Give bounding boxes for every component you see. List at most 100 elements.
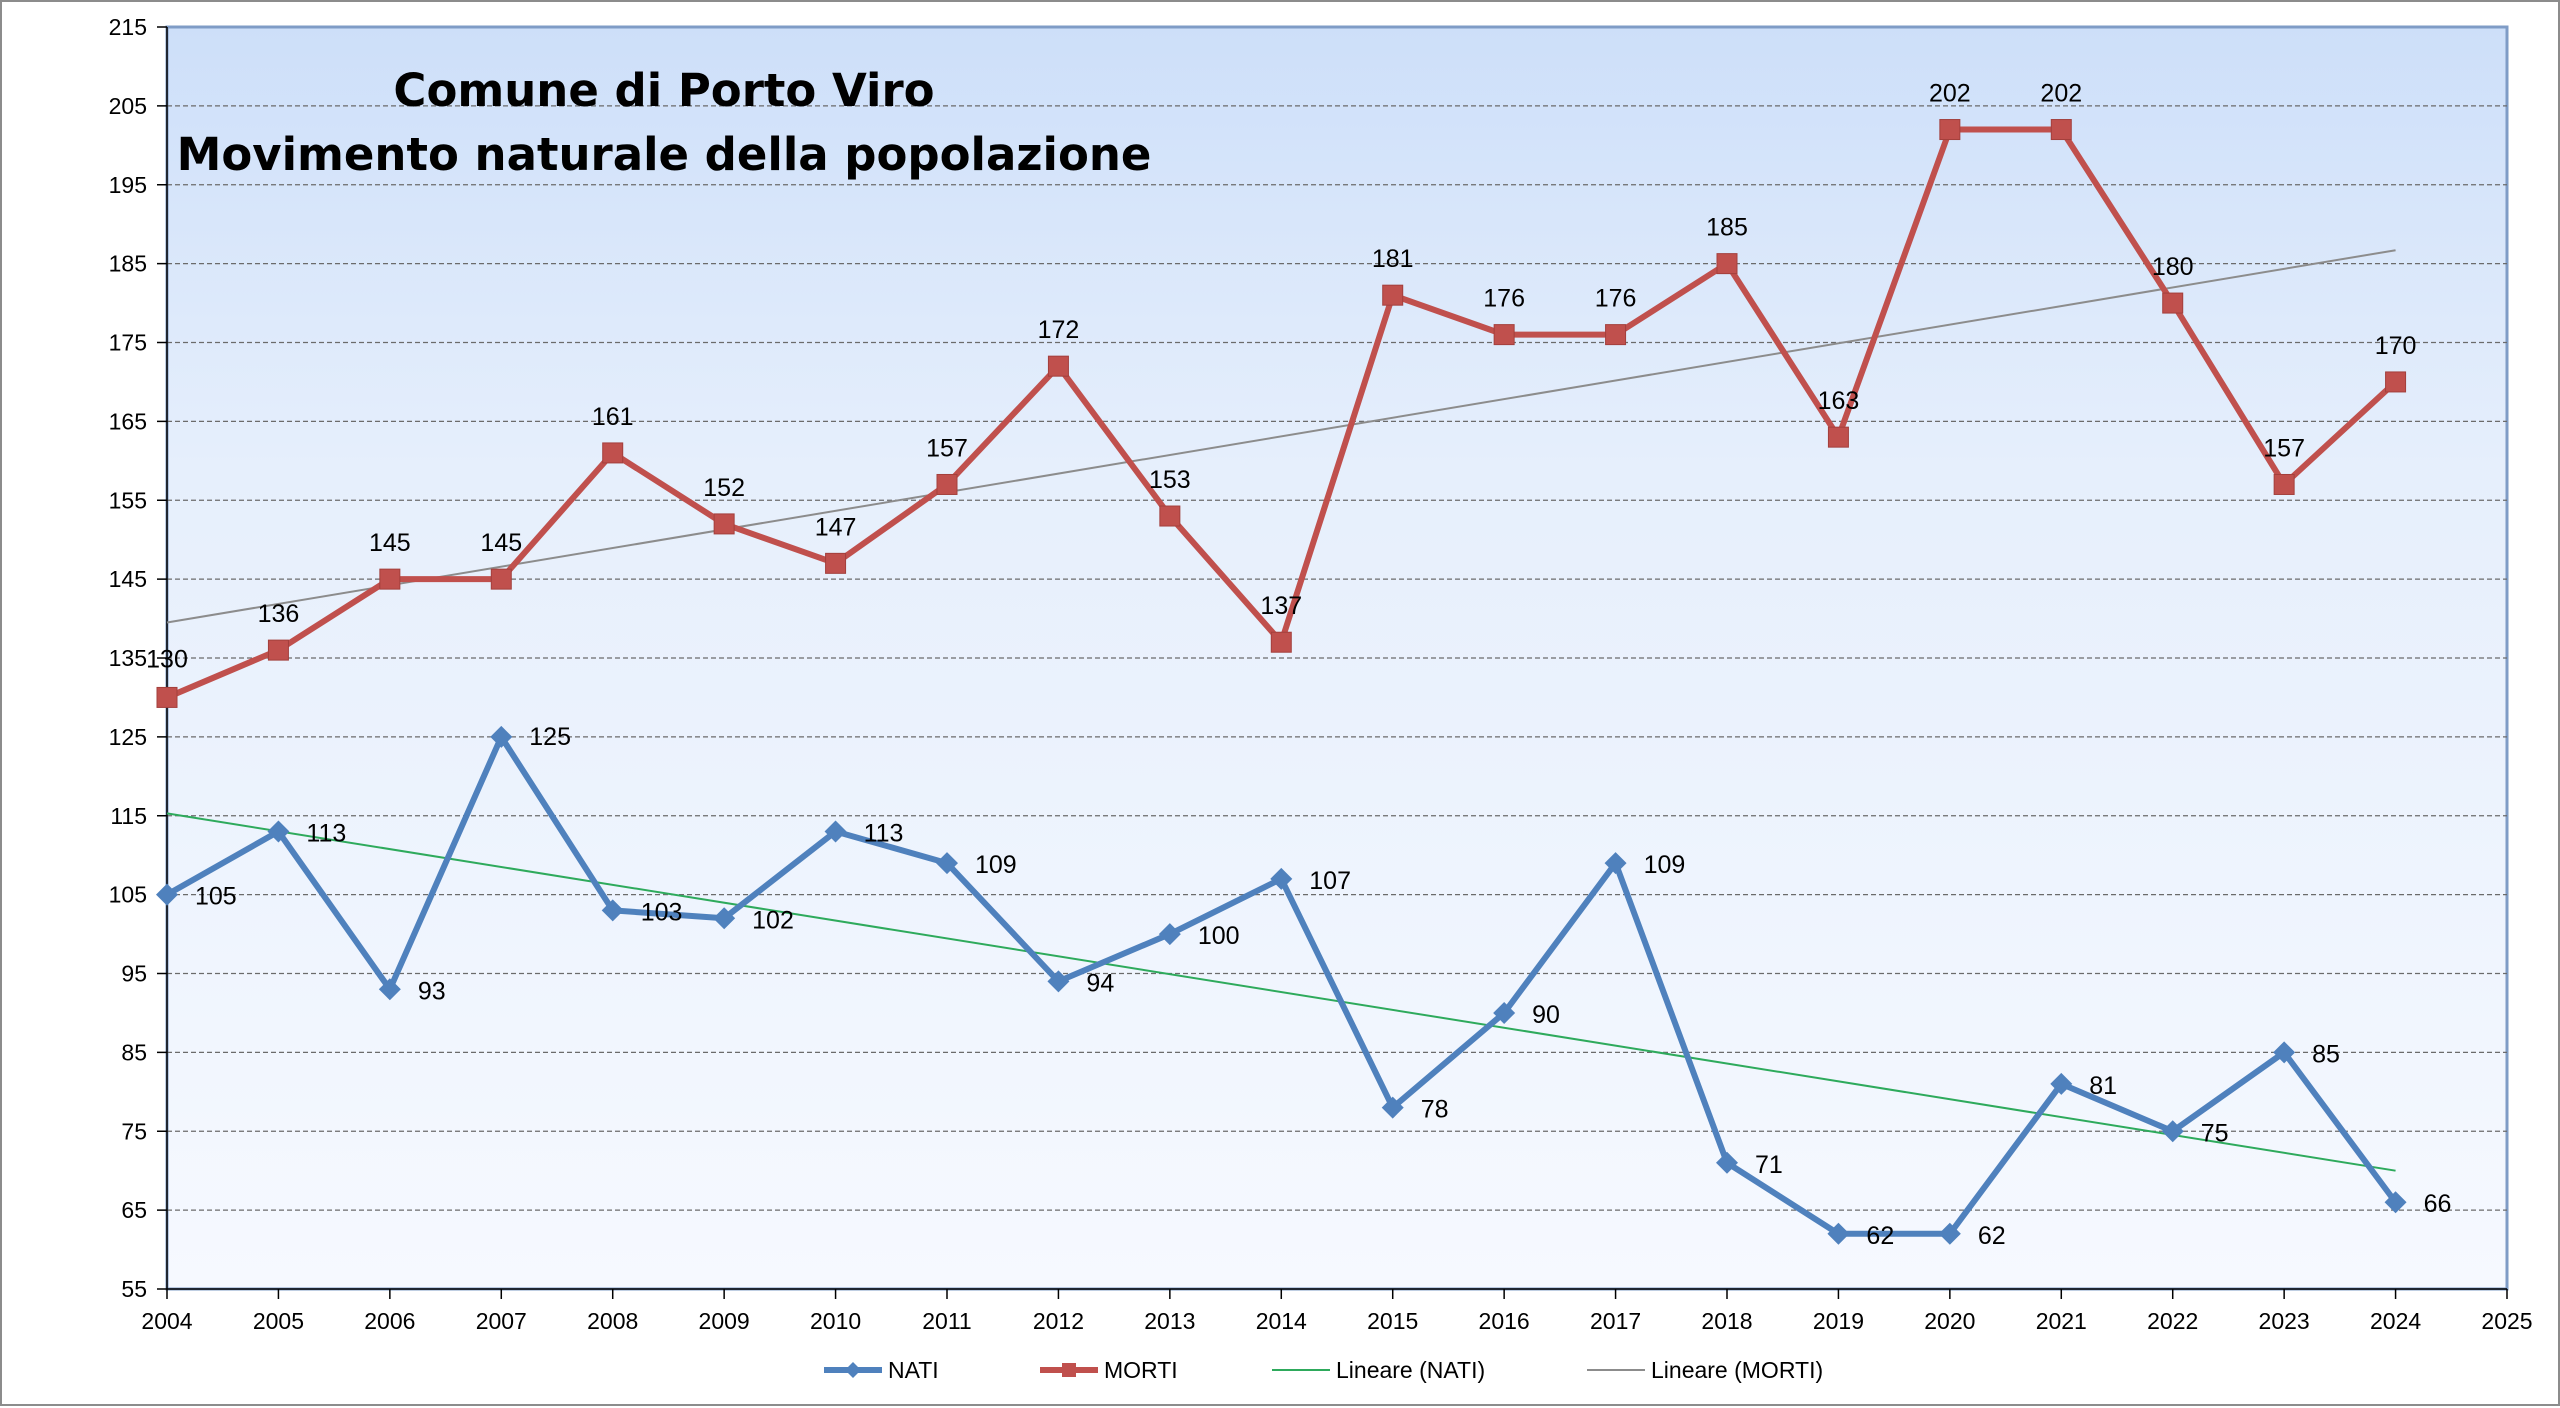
data-point-marker	[1716, 1151, 1738, 1174]
data-label: 75	[2201, 1119, 2229, 1147]
data-point-marker	[490, 568, 512, 590]
data-label: 157	[926, 434, 968, 462]
data-point-marker	[1604, 852, 1627, 875]
data-label: 176	[1595, 285, 1637, 313]
legend-label: MORTI	[1104, 1357, 1178, 1383]
data-label: 152	[703, 474, 745, 502]
data-point-marker	[267, 820, 290, 843]
data-label: 145	[369, 529, 411, 557]
legend-item: Lineare (MORTI)	[1587, 1357, 1823, 1383]
y-tick-label: 195	[109, 172, 147, 198]
y-tick-label: 65	[121, 1197, 147, 1223]
y-tick-label: 155	[109, 487, 147, 513]
data-label: 107	[1309, 867, 1351, 895]
data-point-marker	[1270, 867, 1293, 890]
x-tick-label: 2013	[1144, 1308, 1195, 1334]
x-tick-label: 2008	[587, 1308, 638, 1334]
data-label: 145	[480, 529, 522, 557]
data-point-marker	[267, 639, 289, 661]
trendline	[166, 812, 2396, 1172]
data-label: 153	[1149, 466, 1191, 494]
data-point-marker	[713, 907, 736, 930]
data-point-marker	[1381, 1096, 1404, 1119]
x-tick-label: 2009	[699, 1308, 750, 1334]
data-label: 100	[1198, 922, 1240, 950]
data-point-marker	[2161, 1120, 2184, 1143]
data-point-marker	[379, 568, 401, 590]
data-label: 109	[975, 851, 1017, 879]
data-label: 172	[1038, 316, 1080, 344]
data-labels: 105 113 93 125 103 102 113 109 94 100 107 78 90 109 71…	[146, 80, 2451, 1250]
data-point-marker	[1493, 324, 1515, 346]
data-point-marker	[1605, 324, 1627, 346]
x-tick-label: 2014	[1256, 1308, 1307, 1334]
data-label: 78	[1421, 1096, 1449, 1124]
series-lines	[156, 119, 2407, 1245]
y-tick-label: 175	[109, 330, 147, 356]
x-tick-label: 2017	[1590, 1308, 1641, 1334]
data-point-marker	[1827, 426, 1849, 448]
trendline	[166, 249, 2396, 624]
data-point-marker	[825, 552, 847, 574]
y-tick-label: 165	[109, 408, 147, 434]
data-point-marker	[1939, 119, 1961, 141]
data-label: 102	[752, 906, 794, 934]
data-point-marker	[601, 899, 624, 922]
data-point-marker	[2384, 1191, 2407, 1214]
x-tick-label: 2010	[810, 1308, 861, 1334]
data-point-marker	[2273, 1041, 2296, 1064]
legend-item: NATI	[824, 1357, 939, 1383]
x-tick-label: 2025	[2481, 1308, 2532, 1334]
x-tick-label: 2019	[1813, 1308, 1864, 1334]
data-label: 157	[2263, 434, 2305, 462]
data-label: 93	[418, 977, 446, 1005]
data-label: 180	[2152, 253, 2194, 281]
x-tick-label: 2023	[2259, 1308, 2310, 1334]
data-point-marker	[2050, 119, 2072, 141]
data-label: 130	[146, 645, 188, 673]
y-tick-label: 105	[109, 882, 147, 908]
trendlines	[166, 249, 2396, 1172]
data-point-marker	[2162, 292, 2184, 314]
data-label: 81	[2089, 1072, 2117, 1100]
data-label: 85	[2312, 1040, 2340, 1068]
x-tick-label: 2016	[1479, 1308, 1530, 1334]
data-point-marker	[2385, 371, 2407, 393]
data-label: 71	[1755, 1151, 1783, 1179]
data-point-marker	[1159, 505, 1181, 527]
data-point-marker	[1716, 253, 1738, 275]
data-label: 94	[1086, 969, 1114, 997]
legend-item: Lineare (NATI)	[1272, 1357, 1485, 1383]
data-point-marker	[824, 820, 847, 843]
data-point-marker	[156, 686, 178, 708]
y-tick-label: 75	[121, 1118, 147, 1144]
data-label: 113	[864, 820, 904, 848]
data-point-marker	[1158, 923, 1181, 946]
data-label: 109	[1644, 851, 1686, 879]
data-point-marker	[1047, 970, 1070, 993]
data-point-marker	[156, 883, 178, 906]
x-tick-label: 2018	[1701, 1308, 1752, 1334]
data-point-marker	[2273, 473, 2295, 495]
y-tick-label: 115	[110, 803, 147, 829]
x-tick-label: 2021	[2036, 1308, 2087, 1334]
y-tick-label: 85	[121, 1039, 147, 1065]
data-point-marker	[2050, 1072, 2073, 1095]
data-point-marker	[936, 852, 958, 875]
data-label: 161	[592, 403, 634, 431]
legend-label: Lineare (NATI)	[1336, 1357, 1485, 1383]
data-label: 202	[2040, 80, 2082, 108]
data-label: 90	[1532, 1001, 1560, 1029]
data-point-marker	[1827, 1222, 1850, 1245]
data-point-marker	[602, 442, 624, 464]
data-point-marker	[1382, 284, 1404, 306]
axes: 55 65 75 85 95 105 115 125 135 145 155 165 175 185 195…	[109, 14, 2533, 1334]
y-tick-label: 95	[121, 961, 147, 987]
data-label: 181	[1372, 245, 1414, 273]
data-point-marker	[1270, 631, 1292, 653]
legend-label: Lineare (MORTI)	[1651, 1357, 1823, 1383]
y-tick-label: 205	[109, 93, 147, 119]
y-tick-label: 135	[109, 645, 147, 671]
data-point-marker	[490, 725, 513, 748]
